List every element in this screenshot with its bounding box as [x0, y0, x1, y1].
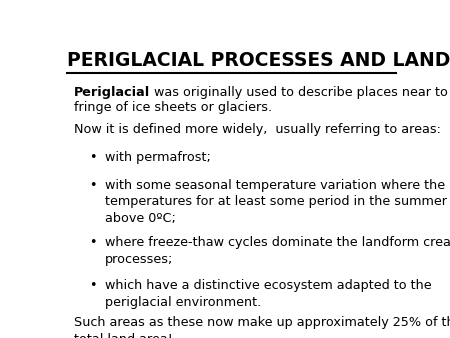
Text: was originally used to describe places near to or on the: was originally used to describe places n…: [150, 86, 450, 99]
Text: •: •: [89, 151, 97, 164]
Text: Such areas as these now make up approximately 25% of the world’s
total land area: Such areas as these now make up approxim…: [74, 316, 450, 338]
Text: PERIGLACIAL PROCESSES AND LANDFORMS: PERIGLACIAL PROCESSES AND LANDFORMS: [67, 51, 450, 70]
Text: with permafrost;: with permafrost;: [105, 151, 211, 164]
Text: Now it is defined more widely,  usually referring to areas:: Now it is defined more widely, usually r…: [74, 123, 441, 136]
Text: •: •: [89, 279, 97, 292]
Text: where freeze-thaw cycles dominate the landform creating
processes;: where freeze-thaw cycles dominate the la…: [105, 236, 450, 266]
Text: which have a distinctive ecosystem adapted to the
periglacial environment.: which have a distinctive ecosystem adapt…: [105, 279, 432, 309]
Text: fringe of ice sheets or glaciers.: fringe of ice sheets or glaciers.: [74, 101, 272, 114]
Text: •: •: [89, 236, 97, 249]
Text: with some seasonal temperature variation where the mean
temperatures for at leas: with some seasonal temperature variation…: [105, 178, 450, 225]
Text: •: •: [89, 178, 97, 192]
Text: Periglacial: Periglacial: [74, 86, 150, 99]
